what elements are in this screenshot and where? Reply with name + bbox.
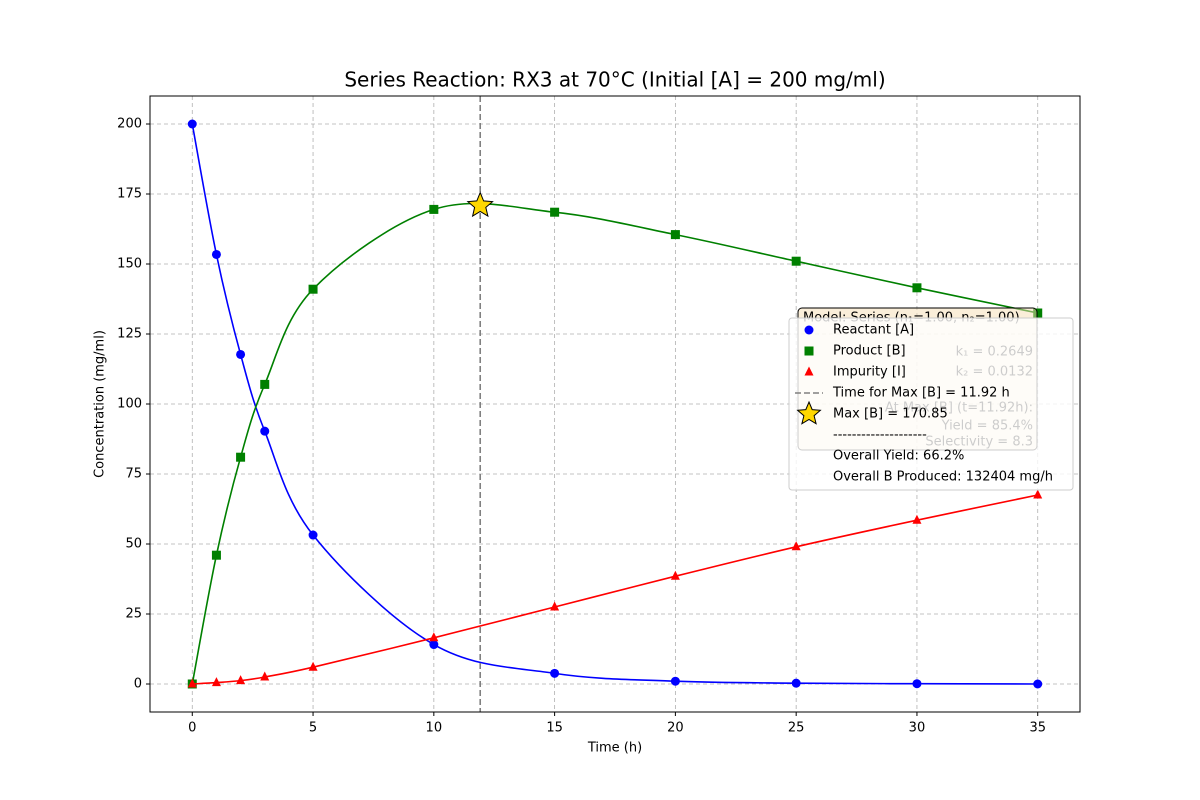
marker <box>791 541 801 551</box>
x-tick-label: 5 <box>309 721 317 736</box>
marker <box>804 366 814 376</box>
x-tick-label: 35 <box>1029 721 1046 736</box>
series-line <box>192 494 1038 685</box>
marker <box>236 452 246 462</box>
y-tick-label: 200 <box>117 117 142 132</box>
plot-frame <box>149 95 1081 713</box>
marker <box>308 284 318 294</box>
legend-label: Reactant [A] <box>833 323 914 338</box>
chart-title: Series Reaction: RX3 at 70°C (Initial [A… <box>344 68 885 92</box>
marker <box>429 632 439 642</box>
legend-label: Product [B] <box>833 344 906 359</box>
marker <box>1033 679 1043 689</box>
legend-box <box>788 317 1074 491</box>
marker <box>550 207 560 217</box>
legend-label: Overall B Produced: 132404 mg/h <box>833 470 1053 485</box>
marker <box>211 677 221 687</box>
y-tick-label: 50 <box>125 537 142 552</box>
marker <box>236 349 246 359</box>
marker <box>912 514 922 524</box>
y-tick-label: 150 <box>117 257 142 272</box>
marker <box>791 678 801 688</box>
marker <box>550 668 560 678</box>
marker <box>211 249 221 259</box>
y-tick-label: 175 <box>117 187 142 202</box>
x-tick-label: 25 <box>788 721 805 736</box>
marker <box>804 346 814 356</box>
marker <box>236 675 246 685</box>
marker <box>429 204 439 214</box>
legend-label: -------------------- <box>833 428 927 443</box>
marker <box>670 676 680 686</box>
marker <box>796 400 822 425</box>
legend-label: Impurity [I] <box>833 365 906 380</box>
marker <box>308 530 318 540</box>
y-tick-label: 125 <box>117 327 142 342</box>
y-axis-label: Concentration (mg/ml) <box>93 330 108 478</box>
series-line <box>191 202 1038 685</box>
x-tick-label: 0 <box>188 721 196 736</box>
marker <box>550 601 560 611</box>
marker <box>1033 489 1043 499</box>
y-tick-label: 75 <box>125 467 142 482</box>
x-tick-label: 20 <box>667 721 684 736</box>
legend-label: Max [B] = 170.85 <box>833 407 948 422</box>
marker <box>260 671 270 681</box>
marker <box>670 230 680 240</box>
y-tick-label: 0 <box>134 677 142 692</box>
marker <box>466 191 494 218</box>
marker <box>308 661 318 671</box>
marker <box>260 379 270 389</box>
x-tick-label: 30 <box>909 721 926 736</box>
marker <box>187 678 197 688</box>
marker <box>791 256 801 266</box>
marker <box>804 325 814 335</box>
marker <box>260 426 270 436</box>
y-tick-label: 100 <box>117 397 142 412</box>
y-tick-label: 25 <box>125 607 142 622</box>
marker <box>429 640 439 650</box>
legend: Reactant [A] Product [B] Impurity [I] Time … <box>795 323 1053 485</box>
marker <box>912 679 922 689</box>
marker <box>211 550 221 560</box>
marker <box>670 570 680 580</box>
legend-label: Overall Yield: 66.2% <box>833 449 964 464</box>
marker <box>1033 308 1043 318</box>
marker <box>912 283 922 293</box>
x-tick-label: 10 <box>426 721 443 736</box>
x-axis-label: Time (h) <box>587 741 642 756</box>
x-tick-label: 15 <box>546 721 563 736</box>
legend-label: Time for Max [B] = 11.92 h <box>832 386 1010 401</box>
marker <box>187 119 197 129</box>
